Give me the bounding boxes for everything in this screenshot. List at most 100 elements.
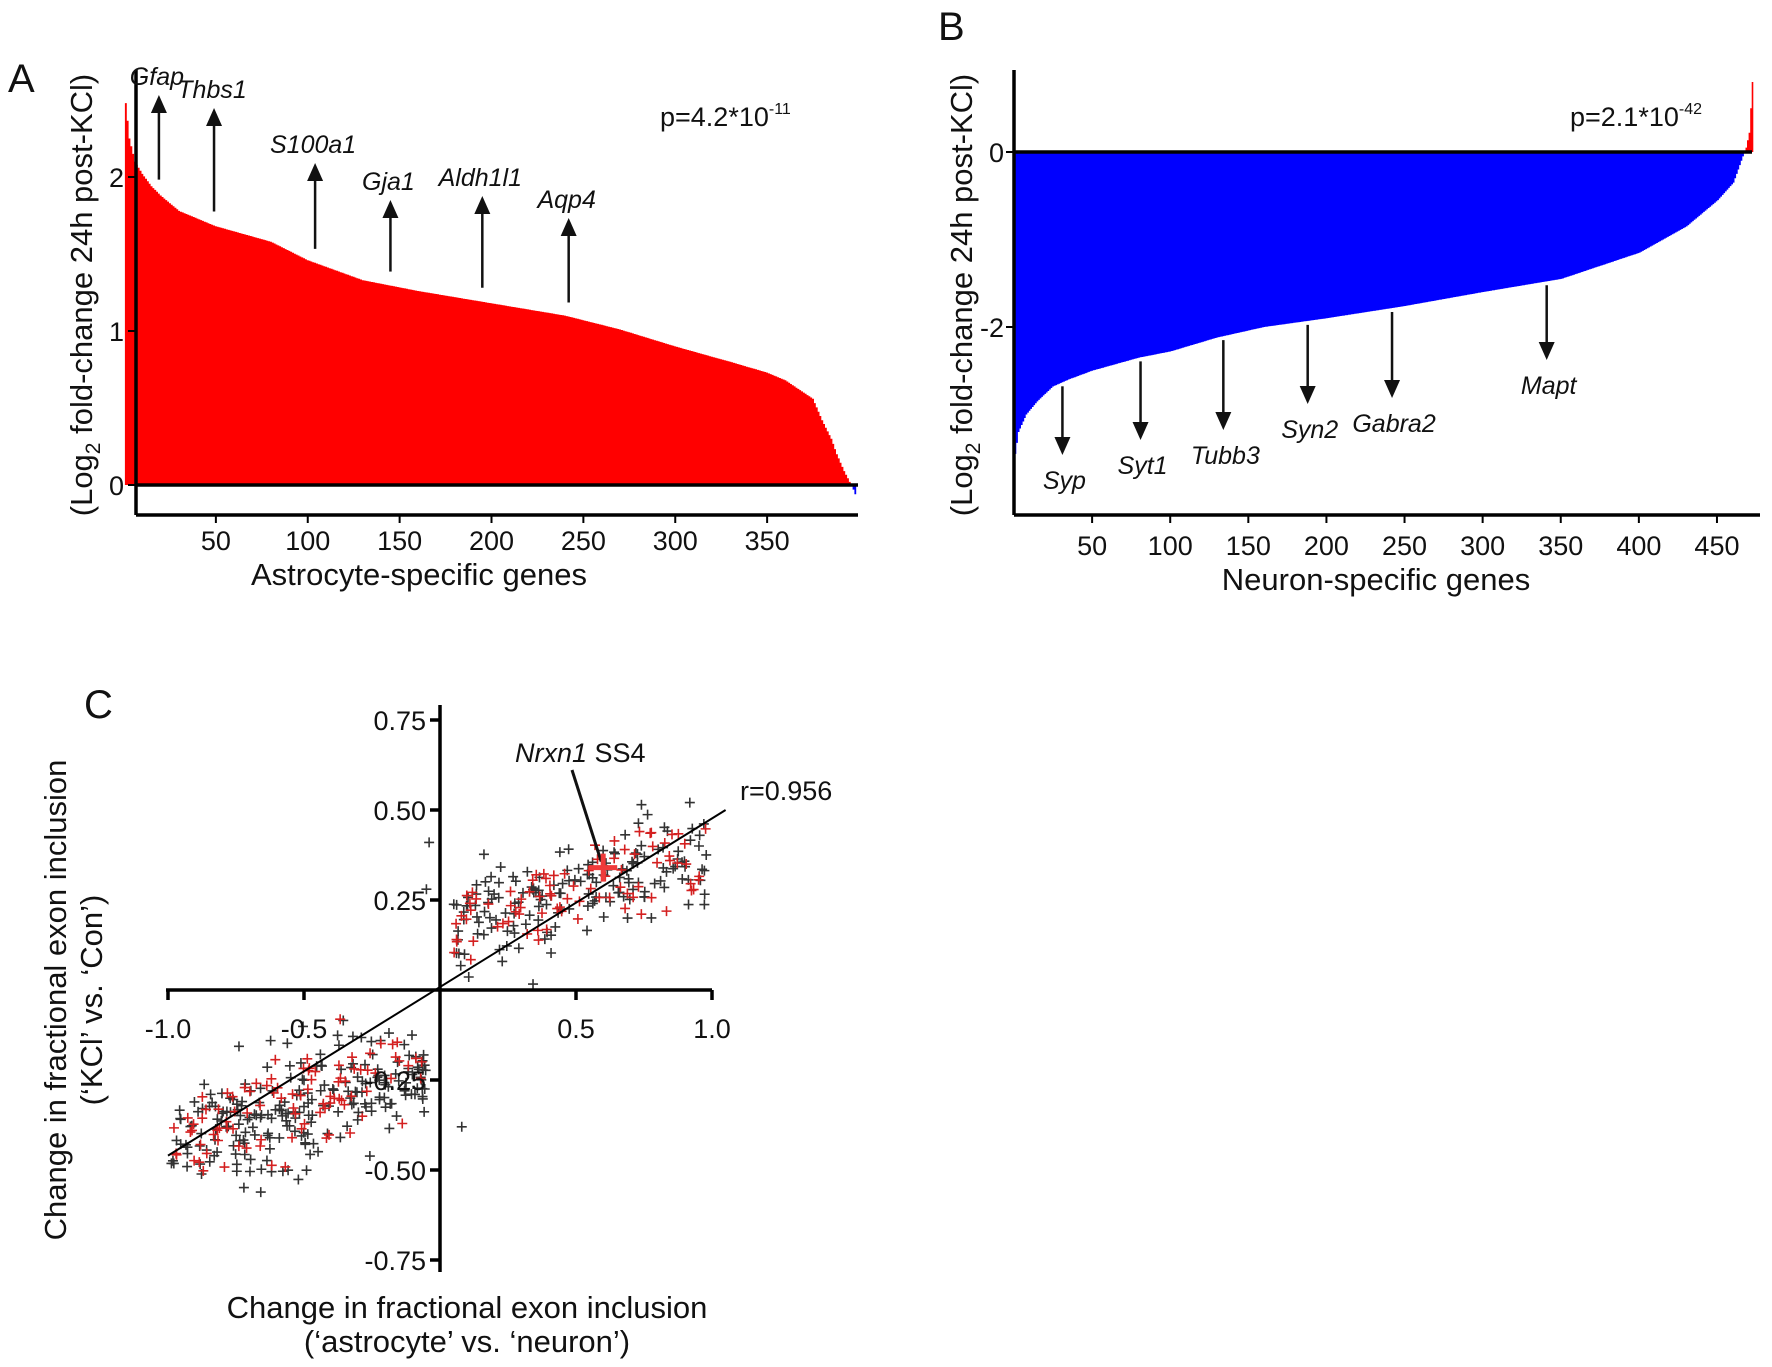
panel-b-x-tick-label: 400 xyxy=(1616,531,1661,561)
scatter-point-black xyxy=(400,1090,411,1101)
scatter-point-black xyxy=(533,901,544,912)
panel-b-letter: B xyxy=(938,5,965,49)
scatter-point-black xyxy=(699,889,710,900)
scatter-point-red xyxy=(242,1108,253,1118)
scatter-point-red xyxy=(233,1141,244,1152)
scatter-point-black xyxy=(659,822,670,833)
scatter-point-black xyxy=(582,901,593,912)
scatter-point-black xyxy=(255,1112,266,1123)
scatter-point-red xyxy=(187,1125,198,1136)
panel-b-gene-label-syn2: Syn2 xyxy=(1281,416,1338,444)
scatter-point-black xyxy=(473,917,484,928)
scatter-point-black xyxy=(294,1085,305,1096)
scatter-point-black xyxy=(630,848,641,859)
scatter-point-red xyxy=(544,880,555,891)
scatter-point-black xyxy=(668,863,679,874)
scatter-point-red xyxy=(636,909,647,920)
scatter-point-red xyxy=(461,890,472,901)
scatter-point-red xyxy=(647,841,658,852)
scatter-point-black xyxy=(406,1030,417,1041)
scatter-point-black xyxy=(418,1049,429,1060)
scatter-point-black xyxy=(557,878,568,889)
scatter-point-red xyxy=(201,1148,212,1159)
scatter-point-red xyxy=(390,1052,401,1063)
panel-a-letter: A xyxy=(8,57,35,101)
scatter-point-red xyxy=(634,826,645,837)
scatter-point-red xyxy=(673,828,684,839)
panel-a-gene-label-gja1: Gja1 xyxy=(362,168,415,196)
panel-a-arrowhead xyxy=(307,163,324,181)
scatter-point-black xyxy=(205,1089,216,1100)
scatter-point-black xyxy=(366,1036,377,1047)
panel-c-ticks: -1.0 -0.5 0.5 1.0 0.75 0.50 0.25 -0.25 -0.50 -0.7… xyxy=(145,706,731,1276)
scatter-point-red xyxy=(604,892,615,903)
scatter-point-black xyxy=(622,913,633,924)
scatter-point-black xyxy=(359,1059,370,1070)
scatter-point-red xyxy=(661,906,672,917)
panel-b-gene-label-gabra2: Gabra2 xyxy=(1352,410,1435,438)
panel-c-highlight-pointer xyxy=(570,769,603,863)
scatter-point-black xyxy=(247,1122,258,1133)
panel-a-ticks: 50 100 150 200 250 300 350 0 1 2 xyxy=(109,163,790,556)
scatter-point-red xyxy=(375,1038,386,1049)
scatter-point-black xyxy=(658,862,669,873)
panel-b-x-tick-label: 350 xyxy=(1538,531,1583,561)
scatter-point-red xyxy=(318,1098,329,1109)
panel-a-gene-label-s100a1: S100a1 xyxy=(270,131,356,159)
scatter-point-black xyxy=(659,882,670,893)
scatter-point-red xyxy=(361,1086,372,1097)
panel-b-y-axis-title: (Log2 fold-change 24h post-KCl) xyxy=(944,74,985,517)
scatter-point-red xyxy=(609,853,620,864)
scatter-point-red xyxy=(449,947,460,958)
scatter-point-black xyxy=(316,1061,327,1072)
scatter-point-black xyxy=(264,1132,275,1143)
panel-b-x-axis-title: Neuron-specific genes xyxy=(1222,562,1530,597)
panel-a-arrowhead xyxy=(560,218,577,236)
panel-a-downregulated-bars xyxy=(850,485,857,495)
panel-b-downregulated-bars xyxy=(1014,152,1744,454)
scatter-point-black xyxy=(655,875,666,886)
scatter-point-black xyxy=(491,914,502,925)
scatter-point-black xyxy=(319,1080,330,1091)
panel-b-arrowhead xyxy=(1132,422,1149,440)
scatter-point-black xyxy=(360,1101,371,1112)
scatter-point-red xyxy=(467,887,478,898)
scatter-point-red xyxy=(397,1118,408,1129)
scatter-point-black xyxy=(262,1062,273,1073)
scatter-point-black xyxy=(295,1057,306,1068)
scatter-point-black xyxy=(613,887,624,898)
scatter-point-black xyxy=(591,877,602,888)
scatter-point-red xyxy=(228,1123,239,1134)
scatter-point-black xyxy=(357,1076,368,1087)
scatter-point-red xyxy=(168,1122,179,1133)
scatter-point-red xyxy=(185,1127,196,1138)
scatter-point-red xyxy=(255,1100,266,1111)
scatter-point-black xyxy=(508,920,519,931)
panel-c-y-tick-label: 0.50 xyxy=(373,796,426,826)
panel-c-regression-line xyxy=(167,809,727,1157)
scatter-point-black xyxy=(182,1148,193,1159)
panel-a-gene-label-thbs1: Thbs1 xyxy=(177,76,246,104)
scatter-point-black xyxy=(277,1166,288,1177)
scatter-point-red xyxy=(572,913,583,924)
scatter-point-black xyxy=(471,879,482,890)
scatter-point-black xyxy=(274,1100,285,1111)
scatter-point-red xyxy=(370,1068,381,1079)
panel-c-y-tick-label: -0.75 xyxy=(364,1246,426,1276)
scatter-point-red xyxy=(333,1060,344,1071)
scatter-point-black xyxy=(550,921,561,932)
panel-c-letter: C xyxy=(84,683,113,727)
scatter-point-black xyxy=(174,1105,185,1116)
scatter-point-black xyxy=(493,877,504,888)
scatter-point-black xyxy=(649,878,660,889)
scatter-point-black xyxy=(513,943,524,954)
scatter-point-black xyxy=(239,1149,250,1160)
scatter-point-black xyxy=(255,1187,266,1198)
scatter-point-red xyxy=(324,1129,335,1140)
scatter-point-black xyxy=(633,818,644,829)
scatter-point-red xyxy=(306,1074,317,1085)
panel-a-x-tick-label: 50 xyxy=(201,526,231,556)
scatter-point-red xyxy=(387,1039,398,1050)
panel-c-y-tick-label: 0.75 xyxy=(373,706,426,736)
